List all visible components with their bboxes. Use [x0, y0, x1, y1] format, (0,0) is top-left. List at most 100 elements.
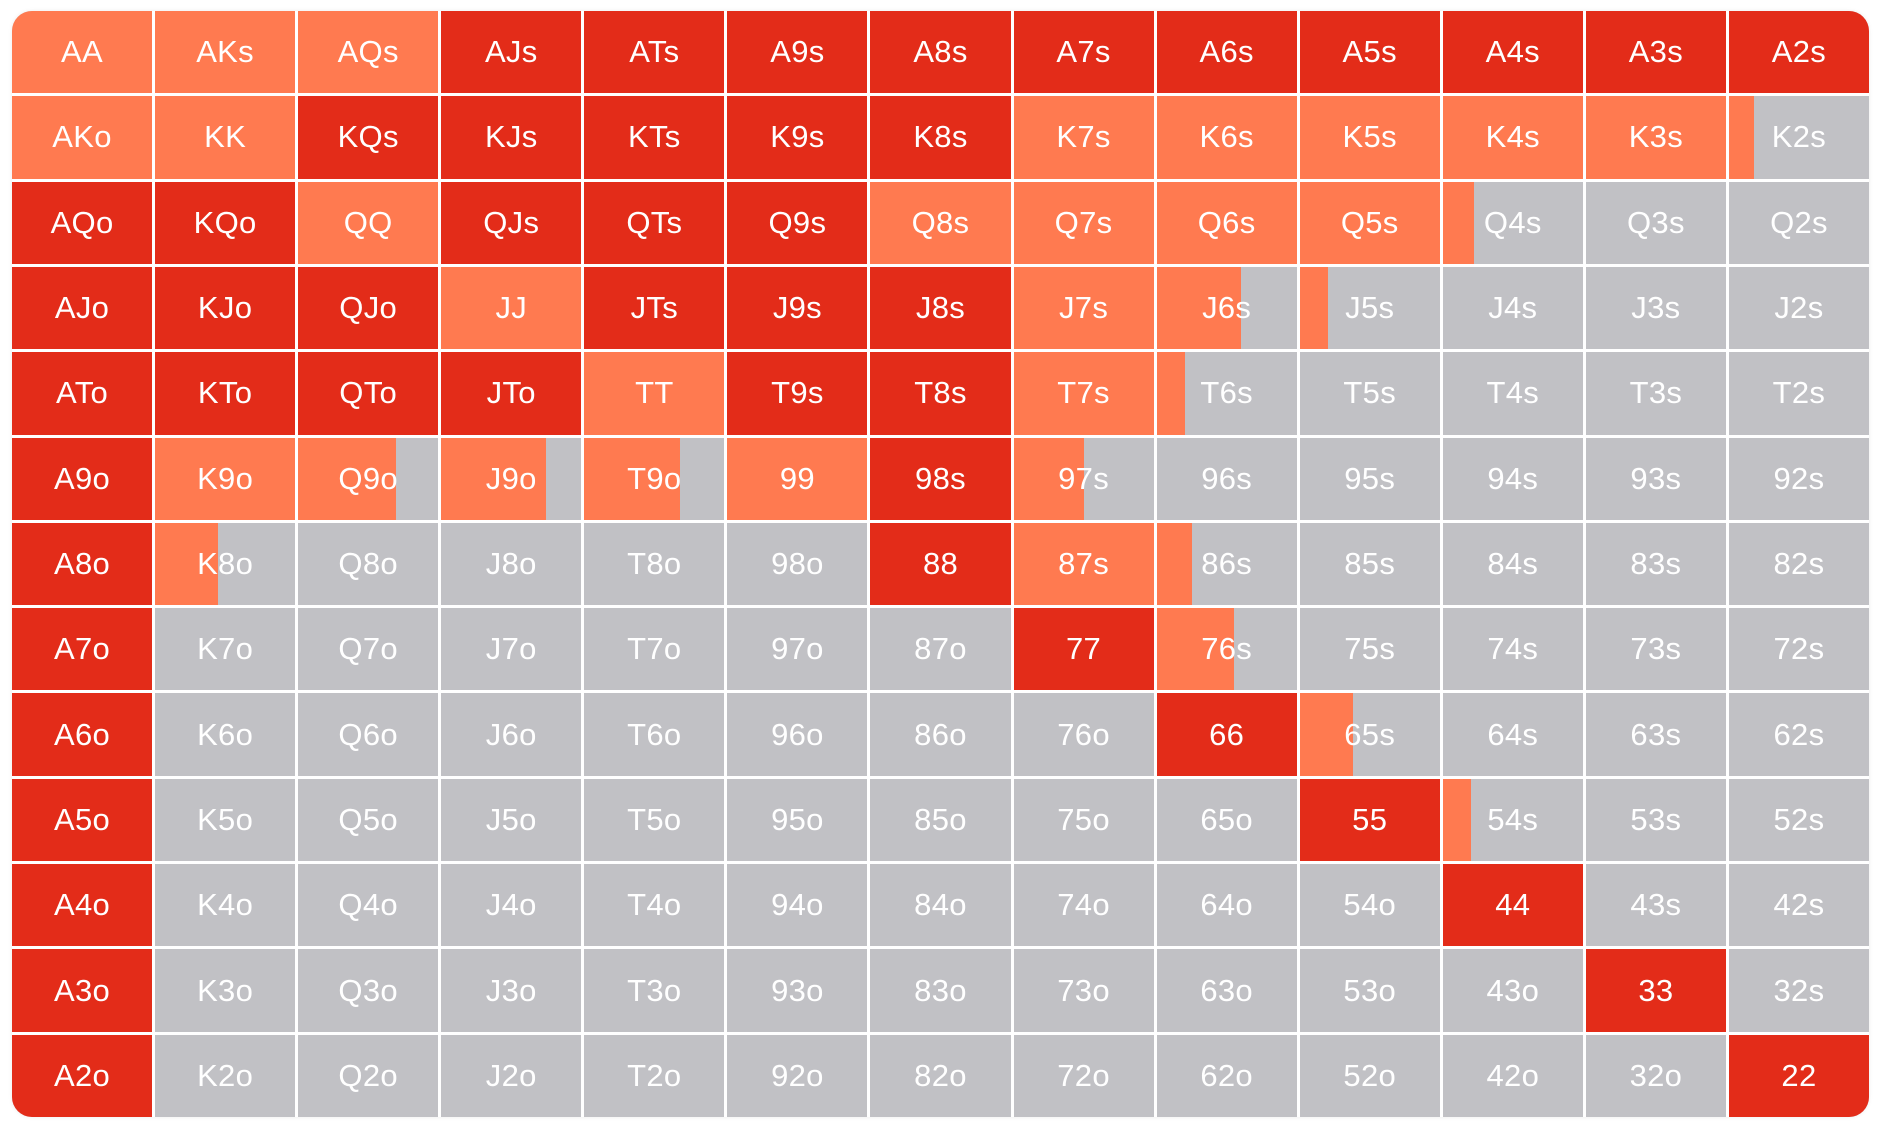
- hand-label: 53s: [1630, 801, 1682, 837]
- hand-label: AKs: [196, 34, 254, 70]
- hand-cell-A4s: A4s: [1442, 11, 1583, 94]
- hand-label: A5o: [54, 801, 111, 837]
- hand-cell-63s: 63s: [1585, 693, 1726, 776]
- hand-label: 72s: [1773, 631, 1825, 667]
- hand-label: 52o: [1343, 1057, 1397, 1093]
- hand-label: 92s: [1773, 460, 1825, 496]
- hand-fill-98s: [870, 437, 1011, 520]
- hand-label: Q3o: [338, 972, 398, 1008]
- hand-label: J6o: [485, 716, 537, 752]
- hand-label: Q5o: [338, 801, 398, 837]
- hand-fill-A3o: [12, 949, 153, 1032]
- hand-label: A3s: [1628, 34, 1684, 70]
- hand-label: K8o: [197, 545, 254, 581]
- hand-cell-J7s: J7s: [1013, 266, 1154, 350]
- hand-fill-K4s: [1442, 96, 1583, 179]
- hand-fill-Q9s: [727, 181, 868, 264]
- hand-label: 44: [1495, 887, 1531, 923]
- hand-label: QJo: [339, 290, 398, 326]
- hand-label: KTs: [628, 119, 681, 155]
- hand-label: K5s: [1342, 119, 1397, 155]
- hand-fill-Q4s: [1442, 181, 1474, 264]
- hand-fill-KK: [155, 96, 296, 179]
- hand-label: K5o: [197, 801, 254, 837]
- hand-fill-QTs: [584, 181, 725, 264]
- hand-label: 96o: [771, 716, 824, 752]
- hand-cell-94s: 94s: [1442, 437, 1583, 520]
- hand-label: 63o: [1200, 972, 1253, 1008]
- hand-label: 83s: [1630, 545, 1682, 581]
- hand-label: Q2s: [1770, 204, 1828, 240]
- hand-cell-53o: 53o: [1299, 949, 1440, 1032]
- hand-cell-T2s: T2s: [1728, 352, 1869, 435]
- hand-cell-J7o: J7o: [441, 608, 582, 691]
- hand-label: 73o: [1057, 972, 1110, 1008]
- hand-fill-Q8s: [870, 181, 1011, 264]
- hand-cell-QJo: QJo: [298, 266, 439, 350]
- hand-label: JTo: [486, 375, 536, 411]
- hand-cell-J4s: J4s: [1442, 266, 1583, 350]
- hand-cell-KQo: KQo: [155, 181, 296, 264]
- hand-cell-T3s: T3s: [1585, 352, 1726, 435]
- hand-label: 96s: [1201, 460, 1253, 496]
- hand-label: Q8s: [911, 204, 970, 240]
- hand-cell-T4o: T4o: [584, 864, 725, 947]
- hand-label: T6o: [627, 716, 682, 752]
- hand-cell-62o: 62o: [1156, 1034, 1297, 1117]
- hand-label: T8o: [627, 545, 682, 581]
- hand-label: K2o: [197, 1057, 254, 1093]
- hand-fill-A4s: [1442, 11, 1583, 94]
- hand-label: 54s: [1487, 801, 1539, 837]
- hand-cell-Q2s: Q2s: [1728, 181, 1869, 264]
- hand-label: K4o: [197, 887, 254, 923]
- hand-cell-K2s: K2s: [1728, 96, 1869, 179]
- hand-cell-T6s: T6s: [1156, 352, 1297, 435]
- hand-cell-22: 22: [1728, 1034, 1869, 1117]
- hand-label: J4s: [1488, 290, 1538, 326]
- hand-fill-A9o: [12, 437, 153, 520]
- hand-fill-QTo: [298, 352, 439, 435]
- hand-cell-A3o: A3o: [12, 949, 153, 1032]
- hand-cell-Q8o: Q8o: [298, 522, 439, 606]
- hand-fill-A8o: [12, 522, 153, 606]
- hand-cell-K7s: K7s: [1013, 96, 1154, 179]
- hand-cell-J6o: J6o: [441, 693, 582, 776]
- hand-cell-ATs: ATs: [584, 11, 725, 94]
- hand-cell-42s: 42s: [1728, 864, 1869, 947]
- hand-label: J9s: [772, 290, 822, 326]
- hand-cell-Q5o: Q5o: [298, 778, 439, 862]
- hand-label: J7o: [485, 631, 537, 667]
- hand-fill-J5s: [1299, 266, 1328, 350]
- hand-cell-54s: 54s: [1442, 778, 1583, 862]
- hand-label: AQo: [50, 204, 114, 240]
- hand-cell-Q6s: Q6s: [1156, 181, 1297, 264]
- hand-cell-K3s: K3s: [1585, 96, 1726, 179]
- hand-cell-54o: 54o: [1299, 864, 1440, 947]
- hand-cell-74s: 74s: [1442, 608, 1583, 691]
- hand-fill-K7s: [1013, 96, 1154, 179]
- hand-fill-T6s: [1156, 352, 1185, 435]
- hand-cell-73o: 73o: [1013, 949, 1154, 1032]
- hand-label: T7o: [627, 631, 682, 667]
- hand-cell-A6s: A6s: [1156, 11, 1297, 94]
- hand-label: 64s: [1487, 716, 1539, 752]
- hand-label: J2o: [485, 1057, 537, 1093]
- hand-fill-K2s: [1728, 96, 1755, 179]
- hand-cell-Q9s: Q9s: [727, 181, 868, 264]
- hand-cell-QTo: QTo: [298, 352, 439, 435]
- hand-label: ATs: [629, 34, 680, 70]
- hand-label: 52s: [1773, 801, 1825, 837]
- hand-fill-A3s: [1585, 11, 1726, 94]
- hand-label: 94s: [1487, 460, 1539, 496]
- hand-cell-52s: 52s: [1728, 778, 1869, 862]
- hand-cell-32s: 32s: [1728, 949, 1869, 1032]
- hand-cell-QJs: QJs: [441, 181, 582, 264]
- hand-cell-K6o: K6o: [155, 693, 296, 776]
- hand-label: T7s: [1057, 375, 1110, 411]
- hand-cell-A8s: A8s: [870, 11, 1011, 94]
- hand-label: 62s: [1773, 716, 1825, 752]
- hand-label: 94o: [771, 887, 824, 923]
- hand-cell-A7o: A7o: [12, 608, 153, 691]
- hand-cell-KJs: KJs: [441, 96, 582, 179]
- hand-label: J3s: [1631, 290, 1681, 326]
